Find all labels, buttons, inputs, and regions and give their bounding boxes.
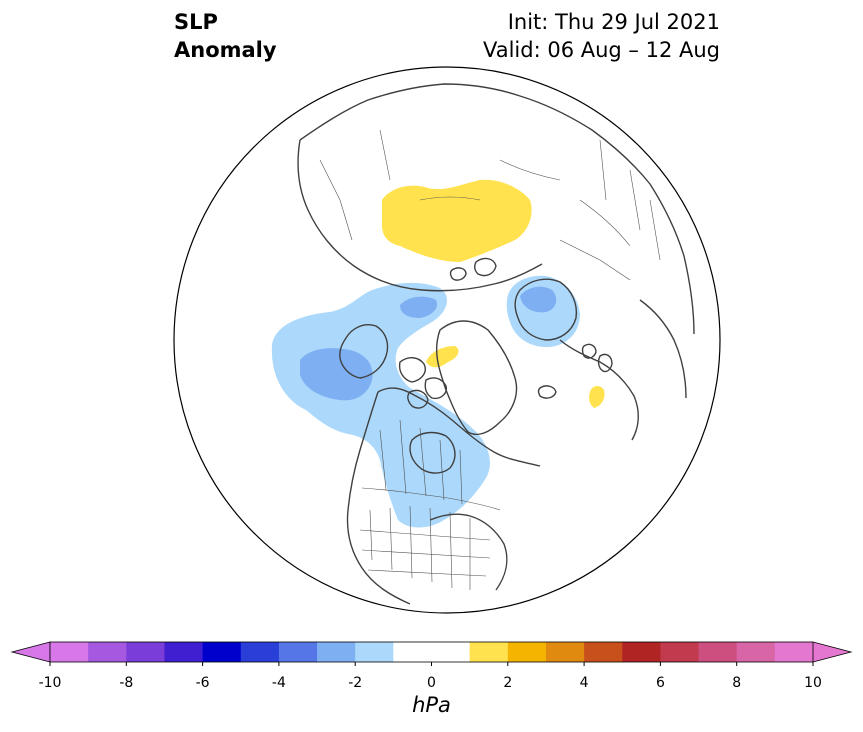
colorbar-extend-min bbox=[10, 641, 51, 663]
colorbar-cell bbox=[126, 642, 165, 662]
negative-anomaly-scandinavia-core bbox=[520, 286, 557, 313]
init-valid-info: Init: Thu 29 Jul 2021 Valid: 06 Aug – 12… bbox=[483, 8, 720, 64]
scandinavia-coast bbox=[514, 278, 578, 341]
colorbar-tick-label: -8 bbox=[119, 675, 133, 690]
colorbar-tick-label: 6 bbox=[656, 675, 665, 690]
colorbar-cell bbox=[736, 642, 776, 662]
colorbar-tick-label: 8 bbox=[732, 675, 741, 690]
novaya-zemlya-coast bbox=[449, 257, 497, 281]
polar-map bbox=[173, 66, 721, 614]
colorbar-tick-label: 10 bbox=[804, 675, 822, 690]
positive-anomaly-atlantic bbox=[589, 386, 605, 408]
colorbar-cell bbox=[50, 642, 89, 662]
colorbar-tick-label: 0 bbox=[427, 675, 436, 690]
colorbar-cell bbox=[240, 642, 280, 662]
colorbar-tick-label: -4 bbox=[272, 675, 286, 690]
colorbar: -10 -8 -6 -4 -2 0 2 4 6 8 10 bbox=[10, 641, 853, 690]
negative-anomaly-pacific-core bbox=[300, 348, 373, 401]
colorbar-tick-label: -6 bbox=[196, 675, 210, 690]
ocean-background bbox=[174, 67, 720, 613]
us-state-lines bbox=[359, 505, 491, 590]
europe-coast bbox=[559, 299, 687, 441]
map-boundary bbox=[173, 66, 721, 614]
colorbar-tick-label: 2 bbox=[503, 675, 512, 690]
negative-anomaly-pacific bbox=[271, 282, 490, 528]
init-date: Init: Thu 29 Jul 2021 bbox=[507, 10, 720, 34]
canada-province-lines bbox=[379, 419, 463, 505]
colorbar-tick-label: -10 bbox=[39, 675, 62, 690]
positive-anomaly-arctic bbox=[426, 346, 459, 368]
colorbar-tick-label: 4 bbox=[580, 675, 589, 690]
colorbar-cell bbox=[622, 642, 661, 662]
colorbar-cell bbox=[545, 642, 585, 662]
valid-range: Valid: 06 Aug – 12 Aug bbox=[482, 38, 720, 62]
us-canada-border bbox=[361, 487, 501, 511]
colorbar-cell bbox=[660, 642, 700, 662]
british-isles-coast bbox=[581, 343, 613, 373]
map-content bbox=[174, 67, 720, 613]
title-line-1: SLP bbox=[174, 10, 218, 34]
iceland-coast bbox=[537, 385, 557, 399]
map-title: SLP Anomaly bbox=[174, 8, 277, 64]
colorbar-cell bbox=[355, 642, 394, 662]
alaska-coast bbox=[339, 324, 389, 379]
negative-anomaly-alaska-core bbox=[400, 296, 438, 318]
colorbar-cell bbox=[431, 642, 471, 662]
hudson-bay-coast bbox=[409, 431, 456, 474]
colorbar-extend-max bbox=[812, 641, 853, 663]
eurasia-coast bbox=[297, 83, 695, 335]
arctic-archipelago bbox=[398, 357, 447, 409]
colorbar-cell bbox=[507, 642, 547, 662]
colorbar-ticks: -10 -8 -6 -4 -2 0 2 4 6 8 10 bbox=[39, 662, 822, 690]
colorbar-cell bbox=[164, 642, 204, 662]
eurasia-borders bbox=[319, 129, 661, 281]
colorbar-cell bbox=[698, 642, 738, 662]
north-america-coast bbox=[346, 387, 541, 605]
colorbar-cell bbox=[88, 642, 127, 662]
colorbar-cells bbox=[10, 641, 853, 663]
colorbar-tick-label: -2 bbox=[348, 675, 362, 690]
coastlines bbox=[297, 83, 695, 605]
colorbar-cell bbox=[774, 642, 814, 662]
positive-anomaly-siberia bbox=[381, 179, 532, 262]
colorbar-cell bbox=[469, 642, 509, 662]
colorbar-cell bbox=[393, 642, 432, 662]
borders bbox=[319, 129, 661, 590]
title-line-2: Anomaly bbox=[174, 38, 277, 62]
colorbar-unit-label: hPa bbox=[412, 693, 451, 717]
colorbar-cell bbox=[317, 642, 356, 662]
colorbar-cell bbox=[202, 642, 242, 662]
colorbar-cell bbox=[278, 642, 318, 662]
colorbar-cell bbox=[584, 642, 623, 662]
